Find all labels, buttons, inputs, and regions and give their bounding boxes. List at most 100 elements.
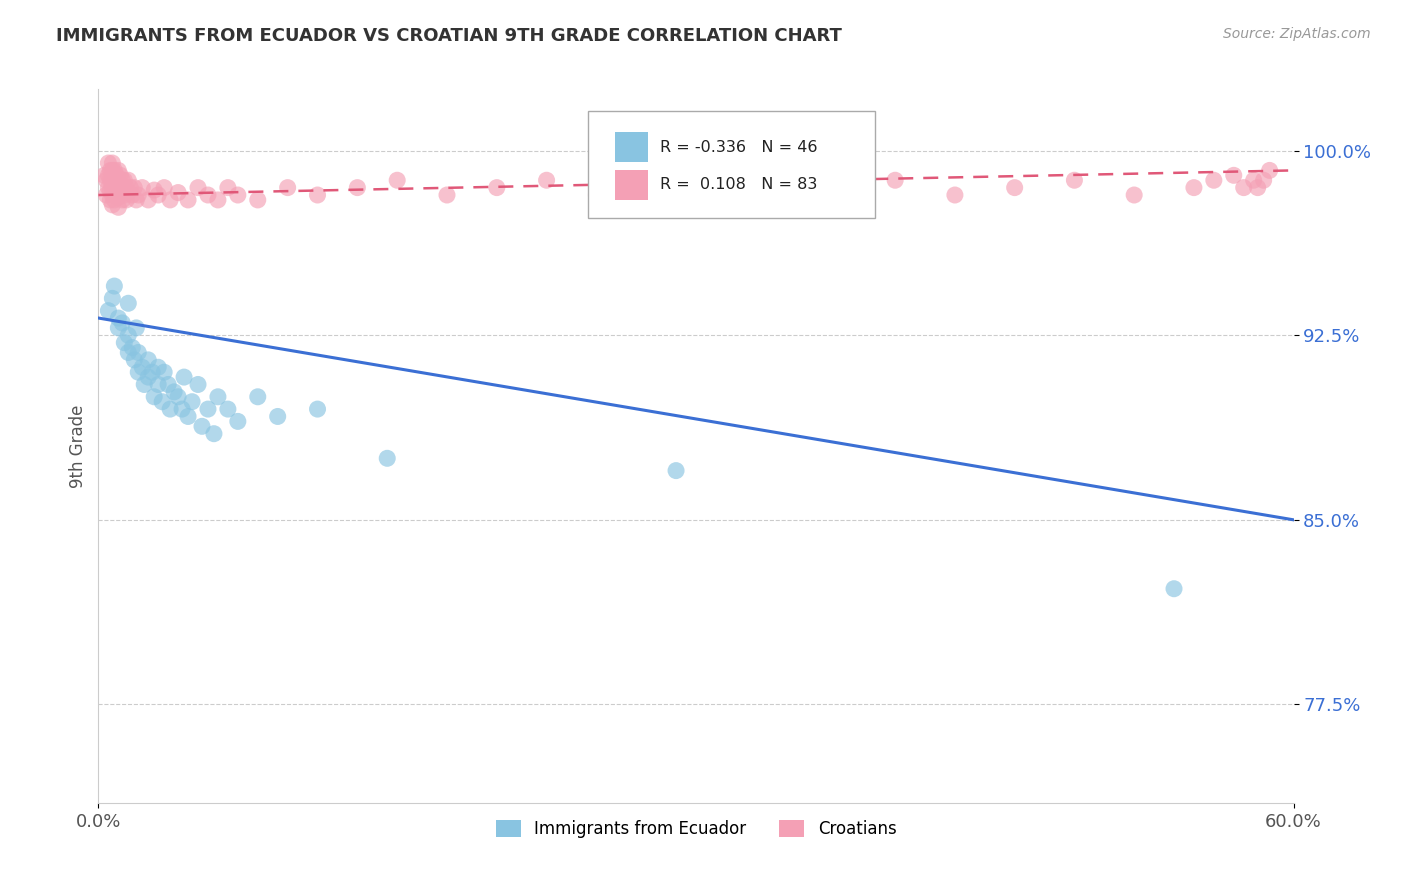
Point — [101, 173, 124, 187]
Point — [98, 183, 122, 197]
Point — [187, 377, 209, 392]
FancyBboxPatch shape — [614, 132, 648, 162]
Point — [127, 365, 149, 379]
Point — [884, 173, 907, 187]
Point — [246, 193, 269, 207]
Point — [97, 303, 120, 318]
Point — [167, 390, 190, 404]
Point — [177, 193, 200, 207]
Point — [765, 180, 787, 194]
Point — [153, 180, 176, 194]
Point — [1223, 169, 1246, 183]
Point — [307, 188, 329, 202]
Point — [163, 384, 186, 399]
Point — [101, 198, 124, 212]
Point — [103, 193, 125, 207]
Point — [107, 163, 129, 178]
Point — [173, 370, 195, 384]
Point — [485, 180, 508, 194]
Point — [111, 173, 134, 187]
Point — [93, 169, 115, 183]
Point — [187, 180, 209, 194]
Point — [1233, 180, 1256, 194]
Point — [107, 173, 129, 187]
Point — [115, 193, 138, 207]
Y-axis label: 9th Grade: 9th Grade — [69, 404, 87, 488]
Point — [207, 193, 229, 207]
Point — [125, 321, 148, 335]
Point — [111, 316, 134, 330]
Point — [112, 335, 135, 350]
Point — [1202, 173, 1225, 187]
Point — [101, 163, 124, 178]
Point — [172, 402, 194, 417]
Point — [107, 190, 129, 204]
Point — [1163, 582, 1185, 596]
Point — [117, 345, 139, 359]
Point — [645, 180, 668, 194]
Point — [153, 365, 176, 379]
Point — [107, 321, 129, 335]
Point — [191, 419, 214, 434]
Point — [96, 188, 118, 202]
Point — [202, 426, 225, 441]
Point — [943, 188, 966, 202]
Point — [105, 169, 128, 183]
Point — [177, 409, 200, 424]
Point — [134, 377, 156, 392]
Point — [226, 188, 249, 202]
Text: IMMIGRANTS FROM ECUADOR VS CROATIAN 9TH GRADE CORRELATION CHART: IMMIGRANTS FROM ECUADOR VS CROATIAN 9TH … — [56, 27, 842, 45]
Point — [127, 188, 149, 202]
Point — [124, 180, 146, 194]
Point — [181, 394, 204, 409]
Text: R = -0.336   N = 46: R = -0.336 N = 46 — [661, 139, 818, 154]
Point — [585, 188, 607, 202]
Point — [1004, 180, 1026, 194]
Point — [207, 390, 229, 404]
Point — [148, 360, 170, 375]
Point — [103, 163, 125, 178]
Point — [136, 193, 159, 207]
Point — [101, 156, 124, 170]
Point — [1063, 173, 1085, 187]
Point — [121, 341, 143, 355]
Point — [120, 180, 142, 194]
Point — [375, 451, 398, 466]
Point — [101, 180, 124, 194]
Point — [111, 193, 134, 207]
Point — [1258, 163, 1281, 178]
Point — [124, 352, 146, 367]
Point — [536, 173, 558, 187]
Legend: Immigrants from Ecuador, Croatians: Immigrants from Ecuador, Croatians — [489, 813, 903, 845]
Point — [824, 188, 846, 202]
Text: Source: ZipAtlas.com: Source: ZipAtlas.com — [1223, 27, 1371, 41]
Point — [112, 188, 135, 202]
Point — [107, 200, 129, 214]
Point — [107, 180, 129, 194]
Point — [307, 402, 329, 417]
Point — [125, 193, 148, 207]
Point — [217, 402, 239, 417]
Point — [436, 188, 458, 202]
Point — [267, 409, 290, 424]
Point — [148, 188, 170, 202]
Point — [101, 188, 124, 202]
Point — [96, 173, 118, 187]
Point — [246, 390, 269, 404]
Point — [157, 377, 180, 392]
Point — [704, 193, 727, 207]
Point — [97, 169, 120, 183]
Point — [112, 173, 135, 187]
Point — [105, 188, 128, 202]
Point — [103, 173, 125, 187]
Point — [159, 402, 181, 417]
Point — [1123, 188, 1146, 202]
Point — [1247, 180, 1270, 194]
Point — [226, 414, 249, 428]
Point — [148, 377, 170, 392]
Point — [143, 183, 166, 197]
Point — [150, 394, 173, 409]
Point — [117, 186, 139, 200]
Point — [115, 180, 138, 194]
Point — [98, 163, 122, 178]
